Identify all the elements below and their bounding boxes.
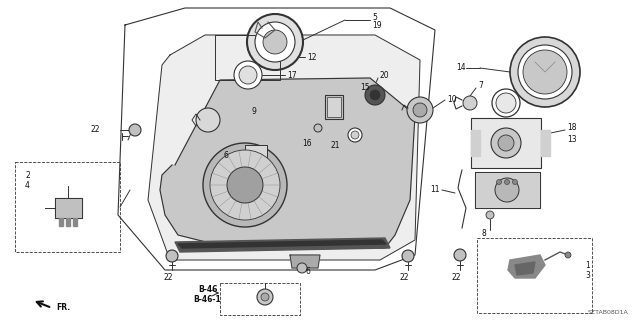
Circle shape — [247, 14, 303, 70]
Polygon shape — [118, 8, 435, 270]
Circle shape — [463, 96, 477, 110]
Text: 10: 10 — [447, 95, 456, 105]
Polygon shape — [541, 130, 550, 156]
Polygon shape — [55, 198, 82, 218]
Text: 12: 12 — [307, 52, 317, 61]
Circle shape — [486, 211, 494, 219]
Bar — [15, 162, 120, 252]
Bar — [325, 95, 343, 119]
Text: 22: 22 — [90, 125, 100, 134]
Circle shape — [496, 93, 516, 113]
Text: B-46-1: B-46-1 — [193, 294, 221, 303]
Circle shape — [166, 250, 178, 262]
Polygon shape — [59, 218, 63, 226]
Polygon shape — [160, 78, 415, 248]
Polygon shape — [175, 238, 390, 252]
Circle shape — [261, 293, 269, 301]
Text: 21: 21 — [330, 140, 340, 149]
Text: 19: 19 — [372, 20, 381, 29]
Text: 8: 8 — [481, 228, 486, 237]
Circle shape — [365, 85, 385, 105]
Polygon shape — [148, 35, 420, 260]
Circle shape — [203, 143, 287, 227]
Text: 16: 16 — [302, 139, 312, 148]
Circle shape — [495, 178, 519, 202]
Circle shape — [504, 180, 509, 185]
Circle shape — [234, 61, 262, 89]
Circle shape — [454, 249, 466, 261]
Text: 9: 9 — [252, 108, 257, 116]
Bar — [220, 283, 300, 315]
Circle shape — [518, 45, 572, 99]
Circle shape — [510, 37, 580, 107]
Text: 15: 15 — [360, 83, 370, 92]
Circle shape — [348, 128, 362, 142]
Text: SZTAB08D1A: SZTAB08D1A — [588, 310, 628, 316]
Polygon shape — [471, 130, 480, 156]
Text: 11: 11 — [431, 186, 440, 195]
Circle shape — [257, 289, 273, 305]
Polygon shape — [515, 262, 535, 275]
Circle shape — [297, 263, 307, 273]
Text: 13: 13 — [567, 135, 577, 145]
Text: 22: 22 — [399, 273, 409, 282]
Text: 3: 3 — [585, 270, 590, 279]
Circle shape — [491, 128, 521, 158]
Bar — [471, 118, 541, 168]
Circle shape — [523, 50, 567, 94]
Circle shape — [497, 180, 502, 185]
Text: 17: 17 — [287, 70, 296, 79]
Circle shape — [314, 124, 322, 132]
Circle shape — [402, 250, 414, 262]
Circle shape — [565, 252, 571, 258]
Text: 22: 22 — [451, 274, 461, 283]
Text: 14: 14 — [456, 63, 466, 73]
Polygon shape — [66, 218, 70, 226]
Bar — [327, 97, 341, 117]
Circle shape — [196, 108, 220, 132]
Polygon shape — [73, 218, 77, 226]
Text: 20: 20 — [380, 71, 390, 81]
Circle shape — [263, 30, 287, 54]
Circle shape — [492, 89, 520, 117]
Text: 6: 6 — [305, 268, 310, 276]
Circle shape — [407, 97, 433, 123]
Bar — [477, 238, 592, 313]
Circle shape — [129, 124, 141, 136]
Bar — [245, 145, 267, 158]
Circle shape — [513, 180, 518, 185]
Text: B-46: B-46 — [198, 285, 218, 294]
Circle shape — [210, 150, 280, 220]
Circle shape — [255, 22, 295, 62]
Text: 1: 1 — [585, 260, 590, 269]
Circle shape — [498, 135, 514, 151]
Text: 18: 18 — [567, 124, 577, 132]
Polygon shape — [290, 255, 320, 268]
Text: 22: 22 — [163, 273, 173, 282]
Circle shape — [351, 131, 359, 139]
Text: 4: 4 — [25, 180, 30, 189]
Circle shape — [370, 90, 380, 100]
Text: 7: 7 — [478, 82, 483, 91]
Text: 5: 5 — [372, 13, 377, 22]
Text: 6: 6 — [223, 150, 228, 159]
Circle shape — [227, 167, 263, 203]
Circle shape — [239, 66, 257, 84]
Text: 2: 2 — [25, 171, 29, 180]
Polygon shape — [178, 240, 386, 248]
Circle shape — [413, 103, 427, 117]
Polygon shape — [475, 172, 540, 208]
Bar — [215, 35, 280, 80]
Text: FR.: FR. — [56, 303, 70, 313]
Polygon shape — [508, 255, 545, 278]
